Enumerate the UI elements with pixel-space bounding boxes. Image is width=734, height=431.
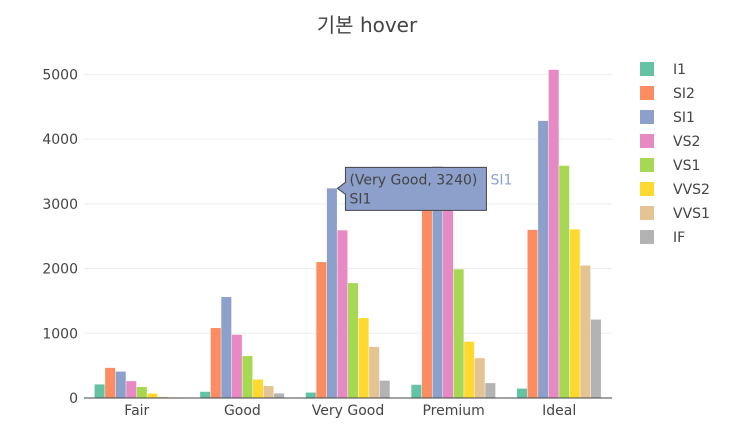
bar-vvs2-ideal[interactable] — [569, 229, 580, 398]
bar-vs1-premium[interactable] — [453, 269, 464, 398]
legend-swatch — [640, 62, 654, 76]
bar-vs1-fair[interactable] — [136, 386, 147, 398]
bar-si1-ideal[interactable] — [538, 120, 549, 398]
bar-vs1-good[interactable] — [242, 356, 253, 398]
bar-si2-good[interactable] — [210, 328, 221, 398]
legend-item-vs2[interactable]: VS2 — [640, 134, 700, 150]
x-tick-label: Fair — [124, 403, 149, 419]
y-tick-label: 3000 — [42, 197, 78, 213]
x-tick-label: Good — [224, 403, 261, 419]
bar-vvs1-very-good[interactable] — [369, 346, 380, 398]
bar-vvs1-ideal[interactable] — [580, 265, 591, 398]
y-tick-label: 2000 — [42, 262, 78, 278]
tooltip-label-line2: SI1 — [349, 191, 371, 207]
legend-swatch — [640, 230, 654, 244]
legend-swatch — [640, 86, 654, 100]
legend-label: VVS1 — [673, 206, 710, 222]
legend-label: SI2 — [673, 86, 695, 102]
x-tick-label: Premium — [422, 403, 484, 419]
legend-swatch — [640, 158, 654, 172]
legend-label: VS1 — [673, 158, 700, 174]
bar-vs2-fair[interactable] — [126, 381, 137, 398]
bar-i1-premium[interactable] — [411, 384, 422, 398]
bar-if-ideal[interactable] — [590, 319, 601, 398]
bar-i1-very-good[interactable] — [305, 392, 316, 398]
bars — [94, 69, 601, 398]
legend-item-vvs1[interactable]: VVS1 — [640, 206, 710, 222]
legend: I1 SI2 SI1 VS2 VS1 VVS2 VVS1 IF — [640, 62, 710, 246]
legend-label: VVS2 — [673, 182, 710, 198]
legend-swatch — [640, 182, 654, 196]
legend-item-si2[interactable]: SI2 — [640, 86, 695, 102]
legend-item-si1[interactable]: SI1 — [640, 110, 695, 126]
bar-si2-fair[interactable] — [105, 367, 116, 398]
bar-i1-ideal[interactable] — [516, 388, 528, 398]
chart-title: 기본 hover — [317, 13, 418, 37]
bar-vvs2-very-good[interactable] — [358, 318, 369, 398]
bar-vvs2-premium[interactable] — [464, 341, 475, 398]
legend-label: IF — [673, 230, 685, 246]
legend-label: SI1 — [673, 110, 695, 126]
bar-vs1-very-good[interactable] — [348, 283, 359, 398]
y-axis: 0 1000 2000 3000 4000 5000 — [42, 67, 78, 407]
legend-item-i1[interactable]: I1 — [640, 62, 686, 78]
hover-tooltip: (Very Good, 3240) SI1 SI1 — [336, 166, 512, 211]
bar-vs1-ideal[interactable] — [559, 165, 570, 398]
tooltip-series-name: SI1 — [490, 172, 512, 188]
bar-si1-premium[interactable] — [432, 166, 443, 398]
bar-vvs2-fair[interactable] — [147, 393, 158, 398]
bar-if-very-good[interactable] — [379, 380, 390, 398]
bar-vvs2-good[interactable] — [252, 379, 264, 398]
bar-vvs1-premium[interactable] — [474, 358, 485, 398]
bar-i1-fair[interactable] — [94, 384, 105, 398]
bar-si1-fair[interactable] — [115, 371, 126, 398]
bar-vvs1-good[interactable] — [263, 385, 274, 398]
x-axis: Fair Good Very Good Premium Ideal — [84, 397, 612, 419]
y-tick-label: 0 — [69, 391, 78, 407]
tooltip-box — [336, 166, 487, 211]
legend-swatch — [640, 134, 654, 148]
x-tick-label: Very Good — [312, 403, 384, 419]
bar-i1-good[interactable] — [200, 391, 211, 398]
bar-vs2-premium[interactable] — [443, 180, 454, 398]
y-tick-label: 4000 — [42, 132, 78, 148]
y-tick-label: 5000 — [42, 67, 78, 83]
bar-vvs1-fair[interactable] — [157, 396, 168, 398]
tooltip-label-line1: (Very Good, 3240) — [349, 172, 477, 188]
legend-label: VS2 — [673, 134, 700, 150]
bar-if-premium[interactable] — [485, 383, 496, 398]
bar-si1-very-good[interactable] — [326, 188, 337, 398]
bar-if-good[interactable] — [274, 393, 285, 398]
legend-label: I1 — [673, 62, 686, 78]
legend-item-if[interactable]: IF — [640, 230, 685, 246]
x-tick-label: Ideal — [542, 403, 576, 419]
legend-item-vs1[interactable]: VS1 — [640, 158, 700, 174]
bar-si2-very-good[interactable] — [316, 262, 327, 398]
bar-si1-good[interactable] — [221, 297, 232, 398]
bar-vs2-good[interactable] — [231, 334, 242, 398]
bar-vs2-ideal[interactable] — [548, 69, 559, 398]
legend-swatch — [640, 110, 654, 124]
legend-swatch — [640, 206, 654, 220]
legend-item-vvs2[interactable]: VVS2 — [640, 182, 710, 198]
bar-si2-premium[interactable] — [421, 207, 432, 398]
bar-si2-ideal[interactable] — [527, 229, 538, 398]
y-tick-label: 1000 — [42, 326, 78, 342]
bar-vs2-very-good[interactable] — [337, 230, 348, 398]
